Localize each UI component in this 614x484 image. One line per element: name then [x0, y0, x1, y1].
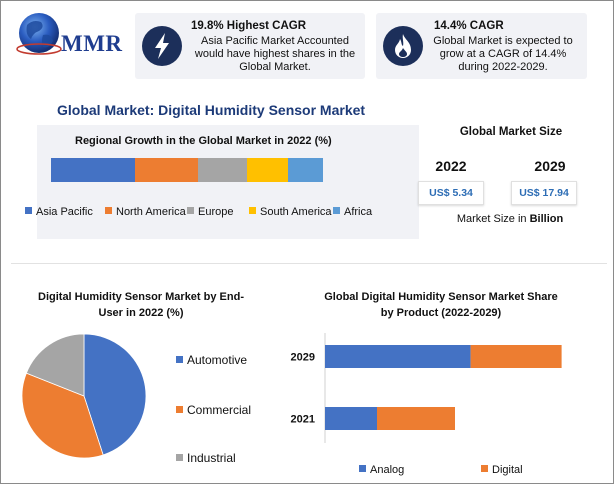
legend-label: Industrial [187, 451, 236, 465]
legend-swatch [333, 207, 340, 214]
kpi-line: would have highest shares in the [194, 48, 356, 60]
market-size-unit-prefix: Market Size in [456, 213, 527, 225]
legend-item-digital: Digital [481, 463, 523, 477]
legend-item-industrial: Industrial [176, 451, 236, 465]
legend-item-europe: Europe [187, 205, 233, 219]
market-size-unit-bold: Billion [529, 213, 564, 225]
market-size-value-2029: US$ 17.94 [511, 181, 577, 205]
regional-growth-panel: Regional Growth in the Global Market in … [25, 125, 419, 239]
legend-swatch [176, 406, 183, 413]
pie-slice-industrial [25, 333, 85, 397]
market-size-value-2022: US$ 5.34 [418, 181, 484, 205]
legend-item-analog: Analog [359, 463, 404, 477]
pie-slice-automotive [83, 333, 147, 456]
legend-swatch [481, 465, 488, 472]
category-label-2029: 2029 [291, 352, 315, 364]
kpi-line: Asia Pacific Market Accounted [201, 35, 349, 47]
mmr-logo: MMR [15, 9, 133, 61]
legend-label: Automotive [187, 353, 248, 367]
legend-swatch [176, 454, 183, 461]
legend-label: Europe [198, 206, 234, 218]
end-user-pie-chart [21, 333, 147, 459]
regional-legend: Asia Pacific North America Europe South Ame… [25, 205, 419, 219]
legend-label: South America [260, 206, 332, 218]
category-label-2021: 2021 [291, 414, 315, 426]
product-share-bar-chart: 2029 2021 [291, 333, 562, 443]
kpi-description: Global Market is expected to grow at a C… [428, 35, 578, 74]
kpi-line: Global Market. [239, 61, 311, 73]
end-user-pie-title-line: Digital Humidity Sensor Market by End- [38, 291, 244, 303]
product-share-title-line: by Product (2022-2029) [380, 307, 502, 319]
bar-analog-2021 [325, 407, 377, 430]
legend-swatch [176, 356, 183, 363]
flame-icon [383, 26, 423, 66]
legend-label: Analog [370, 464, 405, 476]
legend-swatch [359, 465, 366, 472]
bar-segment-europe [197, 158, 247, 182]
kpi-line: during 2022-2029. [458, 61, 548, 73]
kpi-line: Global Market is expected to [433, 35, 573, 47]
bar-segment-asia-pacific [51, 158, 136, 182]
pie-slice-commercial [21, 372, 104, 459]
market-size-unit: Market Size in Billion [437, 213, 583, 225]
end-user-pie-title: Digital Humidity Sensor Market by End- U… [35, 289, 247, 321]
end-user-pie-title-line: User in 2022 (%) [98, 307, 184, 319]
legend-swatch [105, 207, 112, 214]
product-share-title: Global Digital Humidity Sensor Market Sh… [321, 289, 561, 321]
market-size-title: Global Market Size [459, 126, 563, 138]
kpi-title: 19.8% Highest CAGR [191, 20, 307, 32]
bar-digital-2021 [377, 407, 455, 430]
legend-item-automotive: Automotive [176, 353, 247, 367]
legend-item-commercial: Commercial [176, 403, 251, 417]
bar-digital-2029 [470, 345, 562, 368]
bar-segment-north-america [135, 158, 198, 182]
market-size-year-2029: 2029 [534, 158, 566, 174]
legend-label: Africa [344, 206, 373, 218]
legend-label: Commercial [187, 403, 252, 417]
legend-swatch [25, 207, 32, 214]
legend-item-south-america: South America [249, 205, 332, 219]
legend-swatch [187, 207, 194, 214]
product-share-title-line: Global Digital Humidity Sensor Market Sh… [324, 291, 558, 303]
main-title: Global Market: Digital Humidity Sensor M… [57, 102, 366, 118]
legend-item-asia-pacific: Asia Pacific [25, 205, 93, 219]
legend-label: Asia Pacific [36, 206, 93, 218]
bar-segment-south-america [246, 158, 288, 182]
legend-label: North America [116, 206, 186, 218]
kpi-description: Asia Pacific Market Accounted would have… [191, 35, 359, 74]
globe-icon [16, 13, 62, 55]
legend-item-north-america: North America [105, 205, 186, 219]
legend-label: Digital [492, 464, 523, 476]
lightning-icon [142, 26, 182, 66]
logo-text: MMR [61, 31, 123, 56]
market-size-year-2022: 2022 [435, 158, 467, 174]
legend-swatch [249, 207, 256, 214]
bar-analog-2029 [325, 345, 471, 368]
kpi-title: 14.4% CAGR [434, 20, 504, 32]
kpi-line: grow at a CAGR of 14.4% [439, 48, 567, 60]
regional-growth-title: Regional Growth in the Global Market in … [75, 135, 332, 147]
section-divider [11, 263, 607, 264]
kpi-card-highest-cagr: 19.8% Highest CAGR Asia Pacific Market A… [135, 13, 365, 79]
legend-item-africa: Africa [333, 205, 372, 219]
regional-stacked-bar [51, 158, 323, 182]
bar-segment-africa [287, 158, 323, 182]
kpi-card-cagr: 14.4% CAGR Global Market is expected to … [376, 13, 587, 79]
